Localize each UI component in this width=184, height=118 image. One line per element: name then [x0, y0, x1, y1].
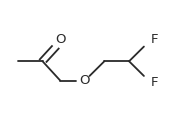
Text: O: O: [55, 33, 66, 46]
Text: O: O: [80, 74, 90, 87]
Text: F: F: [150, 33, 158, 46]
Text: F: F: [150, 76, 158, 89]
